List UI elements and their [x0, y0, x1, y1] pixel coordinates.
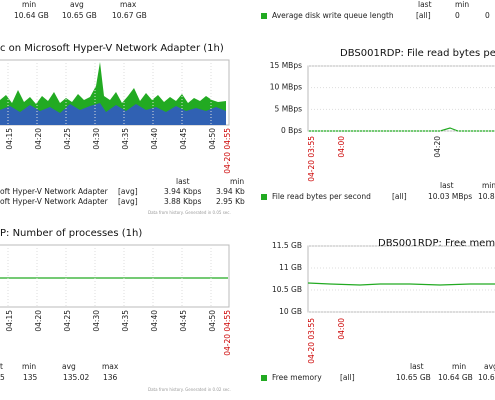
legend-header: min — [230, 177, 244, 186]
legend-header: max — [102, 362, 119, 371]
legend-func: [all] — [340, 373, 355, 382]
legend-name: File read bytes per second — [272, 192, 371, 201]
legend-func: [all] — [416, 11, 431, 20]
legend-name: Average disk write queue length — [272, 11, 394, 20]
legend-header: last — [418, 0, 432, 9]
legend-value: 10.03 MBps — [428, 192, 472, 201]
legend-value: 3.94 Kb — [216, 187, 245, 196]
y-tick-label: 0 Bps — [281, 126, 302, 135]
legend-value: 10.8 — [478, 192, 495, 201]
x-tick-label: 04:15 — [5, 310, 14, 332]
y-tick-label: 5 MBps — [275, 104, 303, 113]
panel-title: c on Microsoft Hyper-V Network Adapter (… — [0, 43, 224, 54]
panel-title: DBS001RDP: Free memo — [378, 238, 495, 249]
footer-note: Data from history. Generated in 0.05 sec… — [148, 210, 231, 215]
legend-header: min — [22, 0, 36, 9]
legend-header: avg — [62, 362, 76, 371]
free-memory-line — [307, 282, 495, 286]
x-tick-label: 04:35 — [121, 310, 130, 332]
legend-value: 136 — [103, 373, 118, 382]
legend-name: oft Hyper-V Network Adapter — [0, 197, 109, 206]
y-tick-label: 11.5 GB — [272, 241, 302, 250]
legend-header: t — [0, 362, 3, 371]
x-tick-label: 04:45 — [179, 128, 188, 150]
legend-header: min — [455, 0, 469, 9]
legend-name: Free memory — [272, 373, 322, 382]
processes-plot — [0, 244, 230, 308]
legend-value: 2.95 Kb — [216, 197, 245, 206]
legend-func: [avg] — [118, 187, 138, 196]
legend-header: max — [120, 0, 137, 9]
x-tick-label: 04:20 — [34, 128, 43, 150]
legend-header: last — [440, 181, 454, 190]
x-tick-label: 04:25 — [63, 128, 72, 150]
legend-name: oft Hyper-V Network Adapter — [0, 187, 109, 196]
legend-value: 0 — [455, 11, 460, 20]
legend-header: last — [410, 362, 424, 371]
legend-value: 135 — [23, 373, 38, 382]
legend-func: [avg] — [118, 197, 138, 206]
legend-swatch — [261, 13, 267, 19]
x-tick-label: 04:25 — [63, 310, 72, 332]
legend-value: 3.94 Kbps — [164, 187, 202, 196]
x-tick-label: 04-20 03:55 — [307, 318, 316, 364]
network-area-in — [0, 62, 226, 125]
legend-value: 10.64 GB — [14, 11, 49, 20]
legend-swatch — [261, 194, 267, 200]
y-tick-label: 15 MBps — [270, 61, 302, 70]
legend-value: 10.65 GB — [62, 11, 97, 20]
x-tick-label: 04:20 — [433, 136, 442, 158]
legend-swatch — [261, 375, 267, 381]
legend-value: 10.65 — [478, 373, 495, 382]
legend-func: [all] — [392, 192, 407, 201]
y-tick-label: 11 GB — [279, 263, 302, 272]
x-tick-label: 04:15 — [5, 128, 14, 150]
x-tick-label: 04:50 — [208, 310, 217, 332]
x-tick-label: 04:30 — [92, 310, 101, 332]
legend-header: avg — [484, 362, 495, 371]
x-tick-label: 04:50 — [208, 128, 217, 150]
network-area-out — [0, 103, 226, 125]
x-tick-label: 04:40 — [150, 128, 159, 150]
y-tick-label: 10 GB — [279, 307, 302, 316]
panel-title: DBS001RDP: File read bytes pe — [340, 48, 495, 59]
legend-value: 5 — [0, 373, 5, 382]
legend-value: 10.64 GB — [438, 373, 473, 382]
x-tick-label: 04:00 — [337, 318, 346, 340]
file-read-plot — [307, 65, 495, 132]
x-tick-label: 04:00 — [337, 136, 346, 158]
legend-header: min — [482, 181, 495, 190]
x-tick-label: 04-20 04:55 — [223, 310, 232, 356]
legend-value: 10.67 GB — [112, 11, 147, 20]
x-tick-label: 04-20 03:55 — [307, 136, 316, 182]
y-tick-label: 10 MBps — [270, 83, 302, 92]
x-tick-label: 04:35 — [121, 128, 130, 150]
legend-header: last — [176, 177, 190, 186]
legend-header: min — [452, 362, 466, 371]
legend-value: 10.65 GB — [396, 373, 431, 382]
x-tick-label: 04:40 — [150, 310, 159, 332]
x-tick-label: 04:20 — [34, 310, 43, 332]
legend-value: 135.02 — [63, 373, 89, 382]
legend-value: 0 — [485, 11, 490, 20]
x-tick-label: 04:30 — [92, 128, 101, 150]
free-memory-plot — [307, 245, 495, 313]
legend-header: avg — [70, 0, 84, 9]
legend-header: min — [22, 362, 36, 371]
legend-value: 3.88 Kbps — [164, 197, 202, 206]
x-tick-label: 04:45 — [179, 310, 188, 332]
x-tick-label: 04-20 04:55 — [223, 128, 232, 174]
y-tick-label: 10.5 GB — [272, 285, 302, 294]
footer-note: Data from history. Generated in 0.02 sec… — [148, 387, 231, 392]
panel-title: P: Number of processes (1h) — [0, 228, 142, 239]
